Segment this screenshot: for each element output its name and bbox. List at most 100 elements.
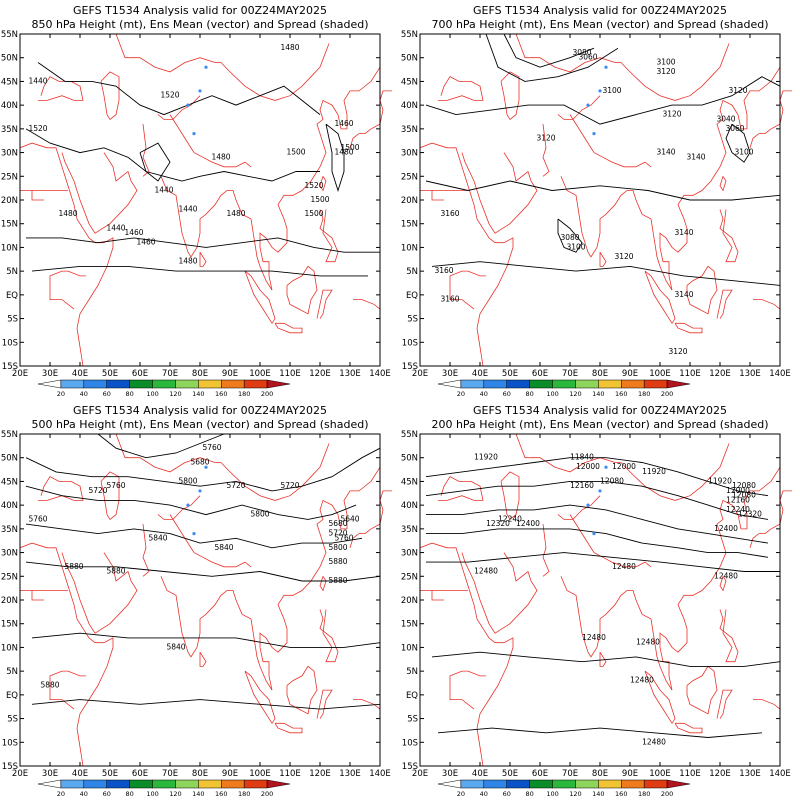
lat-label: 15S [2, 362, 18, 372]
colorbar-label: 80 [525, 390, 533, 398]
lon-label: 80E [592, 369, 608, 379]
contour-label: 12400 [714, 524, 738, 533]
contour-label: 3120 [536, 133, 555, 142]
spread-mark [586, 503, 590, 507]
colorbar-label: 180 [238, 390, 250, 398]
height-contour [431, 651, 781, 667]
lat-label: 15N [1, 220, 18, 230]
coastline [438, 76, 484, 101]
height-contour [426, 552, 780, 572]
coastline [719, 609, 739, 663]
contour-label: 3120 [662, 110, 681, 119]
contour-label: 12160 [570, 481, 594, 490]
contour-label: 1440 [178, 204, 197, 213]
contour-label: 5880 [64, 562, 83, 571]
lon-label: 20E [412, 369, 428, 379]
colorbar-swatch [529, 779, 553, 789]
coastline [100, 471, 120, 520]
coastline [169, 114, 252, 168]
lat-label: 40N [1, 101, 18, 111]
coastline [353, 699, 381, 710]
coastline [100, 71, 120, 120]
coastline [20, 590, 44, 601]
lat-axis: 55N 50N 45N 40N 35N 30N 25N 20N 15N 10N 5N EQ 5S 10S 1… [401, 430, 780, 772]
colorbar: 20 40 60 80 100 120 140 160 180 200 [437, 379, 691, 398]
coastline [599, 251, 607, 267]
colorbar-swatch [37, 779, 62, 789]
contour-label: 12080 [732, 491, 756, 500]
height-contour [431, 261, 781, 286]
contour-label: 11840 [570, 453, 594, 462]
lon-label: 120E [709, 369, 731, 379]
contour-label: 12400 [516, 519, 540, 528]
lat-label: 5N [406, 667, 418, 677]
colorbar-swatch [483, 379, 507, 389]
colorbar-label: 20 [457, 390, 465, 398]
coastline [319, 176, 327, 192]
coastline [49, 270, 86, 310]
coastline [142, 124, 150, 177]
lat-label: 45N [401, 477, 418, 487]
panel-subtitle: 500 hPa Height (mt), Ens Mean (vector) a… [31, 418, 369, 431]
lon-label: 100E [249, 369, 271, 379]
contour-label: 1480 [280, 43, 299, 52]
contour-label: 3140 [674, 290, 693, 299]
colorbar-swatch [575, 779, 599, 789]
height-contour [725, 123, 751, 163]
contour-label: 1460 [136, 238, 155, 247]
contour-label: 12000 [612, 462, 636, 471]
contour-label: 5720 [328, 529, 347, 538]
lon-label: 40E [472, 769, 488, 779]
colorbar-label: 100 [546, 390, 558, 398]
colorbar-swatch [643, 379, 668, 389]
coastline [659, 66, 781, 291]
lat-label: 25N [401, 172, 418, 182]
contour-label: 3100 [734, 148, 753, 157]
lon-axis: 20E 30E 40E 50E 60E 70E 80E 90E 100E 110E 120E 130E… [412, 34, 791, 379]
height-contour [25, 128, 320, 182]
lat-label: 5N [6, 667, 18, 677]
contour-label: 5800 [178, 476, 197, 485]
lon-label: 100E [649, 369, 671, 379]
contour-label: 12320 [738, 510, 762, 519]
lon-axis: 20E 30E 40E 50E 60E 70E 80E 90E 100E 110E 120E 130E… [12, 434, 391, 779]
lat-label: 20N [1, 196, 18, 206]
colorbar-swatch [106, 779, 130, 789]
coastline [353, 299, 381, 310]
lat-axis: 55N 50N 45N 40N 35N 30N 25N 20N 15N 10N 5N EQ 5S 10S 1… [1, 430, 380, 772]
height-contour [425, 180, 781, 201]
contour-label: 5840 [148, 533, 167, 542]
lon-label: 120E [309, 369, 331, 379]
colorbar-swatch [529, 379, 553, 389]
contour-label: 12480 [636, 638, 660, 647]
coastline [461, 552, 538, 634]
spread-mark [204, 465, 208, 469]
contour-label: 1480 [226, 209, 245, 218]
colorbar-label: 60 [503, 390, 511, 398]
colorbar-label: 140 [192, 390, 204, 398]
coastline [659, 466, 781, 691]
lon-label: 60E [532, 769, 548, 779]
lat-label: 35N [1, 525, 18, 535]
panel-200hpa: GEFS T1534 Analysis valid for 00Z24MAY20… [400, 400, 800, 800]
coastlines [419, 433, 792, 767]
lat-label: 5S [7, 315, 18, 325]
lon-label: 140E [369, 369, 391, 379]
lon-label: 130E [339, 769, 361, 779]
lon-label: 140E [769, 769, 791, 779]
contour-label: 3120 [728, 86, 747, 95]
coastline [644, 670, 676, 725]
lon-label: 20E [412, 769, 428, 779]
coastline [259, 66, 381, 291]
lon-label: 30E [442, 769, 458, 779]
coastline [476, 637, 514, 767]
contour-label: 1500 [286, 148, 305, 157]
colorbar-swatch [552, 379, 576, 389]
spread-mark [198, 489, 202, 493]
colorbar-label: 120 [169, 790, 181, 798]
height-contour [31, 632, 381, 648]
contour-label: 3140 [686, 152, 705, 161]
lat-label: 10N [1, 243, 18, 253]
colorbar-swatch [483, 779, 507, 789]
